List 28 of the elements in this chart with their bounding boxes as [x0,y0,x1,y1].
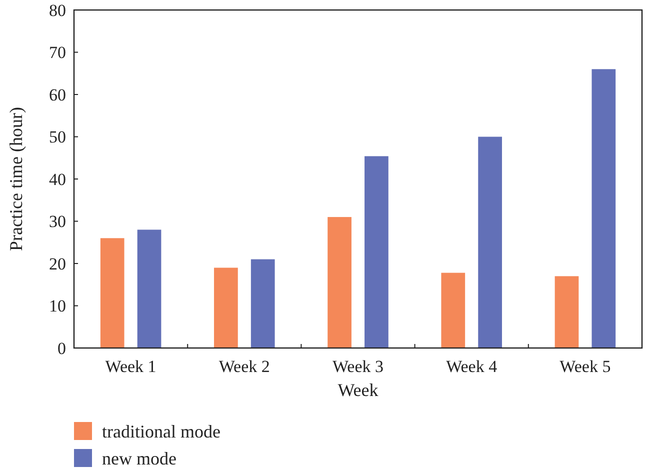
y-tick-label: 70 [49,43,66,62]
bar [100,238,124,348]
bar [214,268,238,348]
bar [250,259,275,348]
x-axis-title: Week [338,380,378,400]
x-tick-label: Week 4 [446,357,498,376]
x-tick-label: Week 5 [560,357,611,376]
bar [554,276,579,348]
x-tick-label: Week 2 [218,357,270,376]
y-tick-label: 0 [58,338,66,358]
x-tick-label: Week 1 [105,357,156,376]
legend-label: new mode [102,448,176,468]
bar [441,272,466,348]
y-tick-label: 40 [49,170,66,189]
bar [592,69,616,348]
y-tick-label: 10 [49,296,66,316]
y-tick-label: 20 [49,254,66,274]
y-tick-label: 60 [49,85,66,104]
y-axis-title: Practice time (hour) [6,107,26,251]
legend-label: traditional mode [102,421,220,442]
bar [478,136,502,348]
bar [137,230,162,348]
y-tick-label: 50 [49,128,66,147]
bar [328,217,352,348]
bar [364,156,388,348]
x-tick-label: Week 3 [332,357,384,376]
y-tick-label: 80 [49,0,66,20]
y-tick-label: 30 [49,212,66,232]
